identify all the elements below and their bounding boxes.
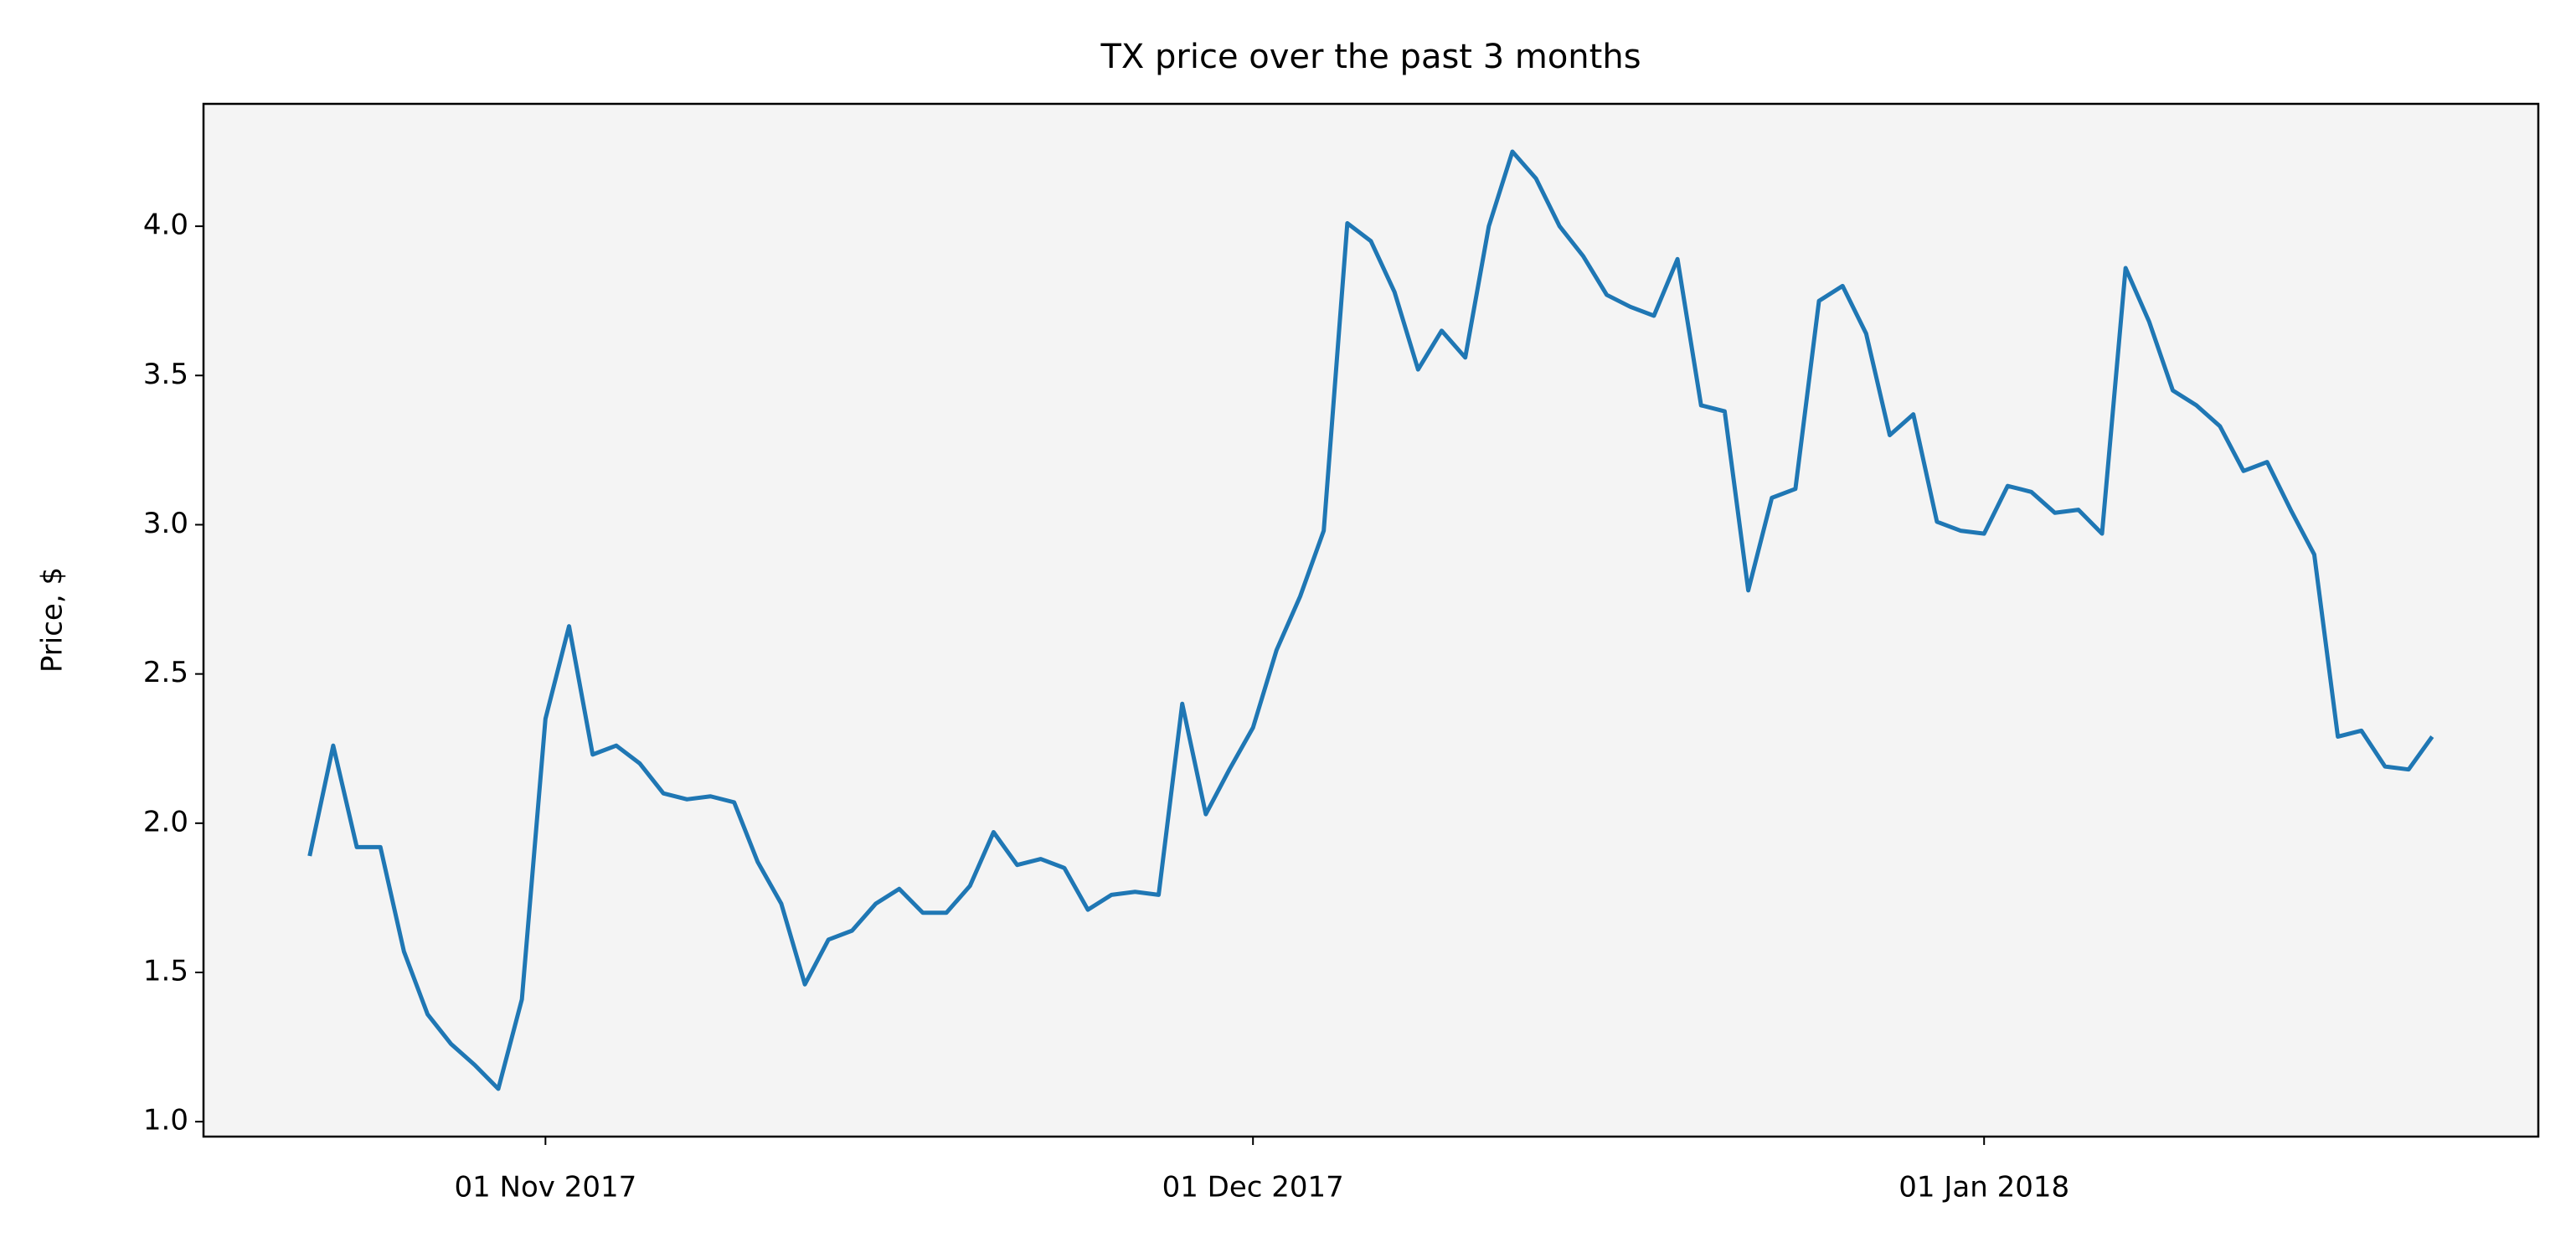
- y-axis-label: Price, $: [36, 567, 70, 673]
- y-tick-label: 3.5: [143, 358, 188, 391]
- x-tick-label: 01 Jan 2018: [1899, 1171, 2069, 1204]
- plot-frame: [202, 102, 2540, 1138]
- x-tick-label: 01 Nov 2017: [454, 1171, 636, 1204]
- plot-area: [204, 104, 2538, 1137]
- y-tick-label: 1.5: [143, 955, 188, 988]
- x-tick-label: 01 Dec 2017: [1162, 1171, 1344, 1204]
- price-line: [307, 149, 2434, 1091]
- y-tick-label: 1.0: [143, 1104, 188, 1137]
- y-tick-label: 2.5: [143, 656, 188, 689]
- y-tick-label: 3.0: [143, 507, 188, 540]
- y-tick-label: 2.0: [143, 805, 188, 838]
- chart-title: TX price over the past 3 months: [1100, 38, 1641, 76]
- y-tick-label: 4.0: [143, 209, 188, 242]
